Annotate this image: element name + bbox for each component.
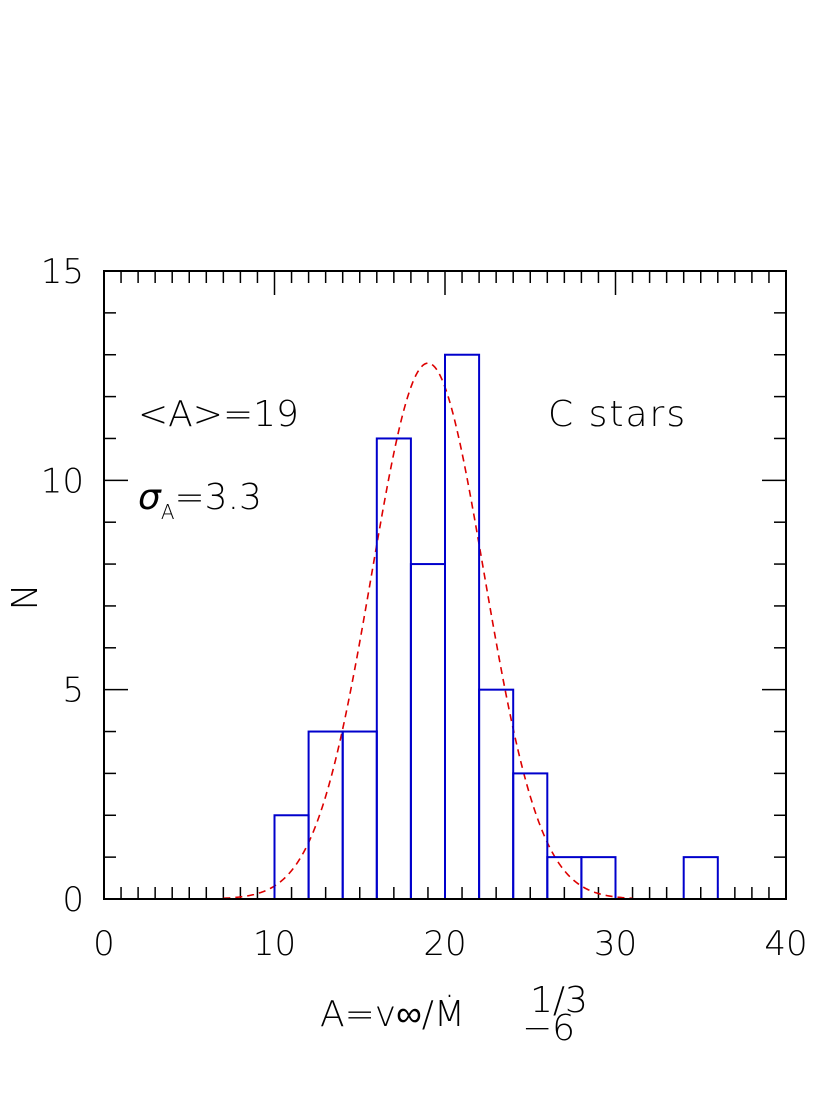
- histogram-bar: [512, 772, 549, 901]
- x-axis-title: A=v∞/Ṁ 1/3 −6: [320, 980, 588, 1049]
- series-label: C stars: [548, 394, 687, 435]
- plot-frame: [103, 270, 787, 900]
- tick-labels: 0 10 20 30 40 0 5 10 15: [41, 252, 808, 964]
- y-tick-label: 5: [62, 671, 84, 711]
- histogram-bar: [307, 730, 344, 900]
- sigma-annotation: σA=3.3: [138, 477, 262, 524]
- mean-annotation: <A>=19: [138, 394, 299, 435]
- sigma-value: =3.3: [175, 477, 262, 518]
- histogram-bar: [444, 353, 481, 900]
- sigma-symbol: σ: [138, 477, 162, 518]
- x-tick-label: 0: [93, 924, 115, 964]
- x-tick-label: 30: [594, 924, 637, 964]
- x-axis-subscript: −6: [522, 1008, 575, 1049]
- sigma-subscript: A: [161, 500, 175, 524]
- y-tick-label: 15: [41, 252, 84, 292]
- x-axis-exponent: 1/3: [530, 980, 588, 1021]
- y-tick-label: 0: [62, 880, 84, 920]
- svg-text:A=v∞/Ṁ: A=v∞/Ṁ: [320, 994, 465, 1035]
- x-tick-label: 10: [253, 924, 296, 964]
- histogram-bar: [409, 563, 446, 900]
- histogram-bar: [478, 688, 515, 901]
- histogram-bars: [273, 353, 719, 901]
- histogram-bar: [341, 730, 378, 900]
- histogram-bar: [273, 814, 310, 900]
- x-tick-label: 20: [423, 924, 466, 964]
- gaussian-fit-curve: [223, 362, 633, 900]
- x-tick-label: 40: [764, 924, 807, 964]
- y-tick-label: 10: [41, 461, 84, 501]
- y-axis-title: N: [5, 584, 46, 611]
- histogram-bar: [375, 437, 412, 900]
